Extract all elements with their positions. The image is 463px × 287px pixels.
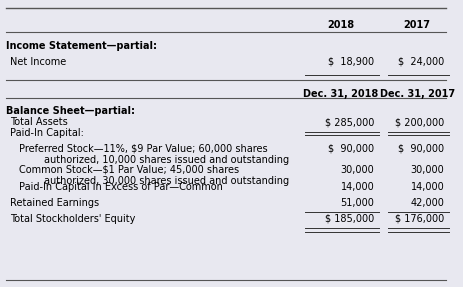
Text: $ 176,000: $ 176,000 (395, 214, 444, 224)
Text: Total Stockholders' Equity: Total Stockholders' Equity (10, 214, 136, 224)
Text: Common Stock—$1 Par Value; 45,000 shares
        authorized, 30,000 shares issue: Common Stock—$1 Par Value; 45,000 shares… (19, 165, 289, 187)
Text: $  90,000: $ 90,000 (398, 144, 444, 154)
Text: 30,000: 30,000 (341, 165, 375, 175)
Text: 42,000: 42,000 (410, 197, 444, 208)
Text: Balance Sheet—partial:: Balance Sheet—partial: (6, 106, 135, 116)
Text: Dec. 31, 2018: Dec. 31, 2018 (303, 89, 378, 99)
Text: 51,000: 51,000 (341, 197, 375, 208)
Text: Paid-In Capital in Excess of Par—Common: Paid-In Capital in Excess of Par—Common (19, 183, 223, 193)
Text: Net Income: Net Income (10, 57, 67, 67)
Text: $ 185,000: $ 185,000 (325, 214, 375, 224)
Text: $  24,000: $ 24,000 (398, 57, 444, 67)
Text: $ 285,000: $ 285,000 (325, 117, 375, 127)
Text: 2018: 2018 (327, 20, 354, 30)
Text: Preferred Stock—11%, $9 Par Value; 60,000 shares
        authorized, 10,000 shar: Preferred Stock—11%, $9 Par Value; 60,00… (19, 144, 289, 165)
Text: $  90,000: $ 90,000 (328, 144, 375, 154)
Text: Paid-In Capital:: Paid-In Capital: (10, 128, 84, 138)
Text: $ 200,000: $ 200,000 (395, 117, 444, 127)
Text: Total Assets: Total Assets (10, 117, 68, 127)
Text: Retained Earnings: Retained Earnings (10, 197, 100, 208)
Text: Income Statement—partial:: Income Statement—partial: (6, 41, 157, 51)
Text: Dec. 31, 2017: Dec. 31, 2017 (380, 89, 455, 99)
Text: 30,000: 30,000 (411, 165, 444, 175)
Text: 2017: 2017 (404, 20, 431, 30)
Text: $  18,900: $ 18,900 (328, 57, 375, 67)
Text: 14,000: 14,000 (341, 183, 375, 193)
Text: 14,000: 14,000 (411, 183, 444, 193)
